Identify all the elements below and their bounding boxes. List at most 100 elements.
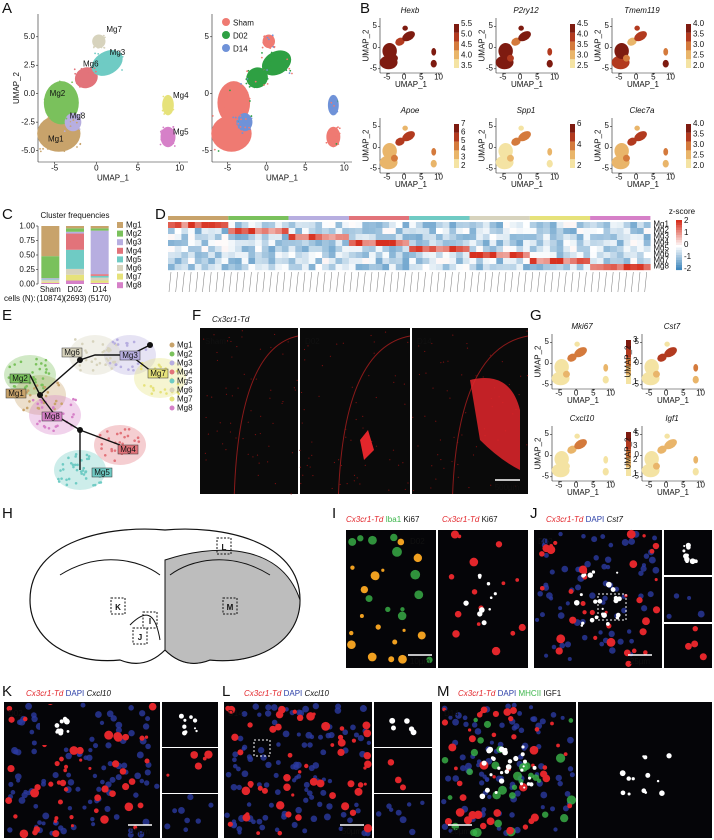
heat-cell [570, 222, 577, 229]
heat-cell [322, 240, 329, 247]
signal [375, 445, 378, 447]
colorbar-tick: 2 [461, 161, 466, 170]
gene-label-stub [463, 271, 467, 293]
nucleus [87, 799, 93, 805]
heat-cell [590, 234, 597, 241]
signal [449, 397, 451, 399]
heat-cell [630, 258, 638, 265]
nucleus [291, 821, 298, 828]
cell-cloud [402, 25, 408, 31]
heat-cell [482, 252, 490, 259]
heat-cell [221, 246, 229, 253]
gene-label-stub [342, 271, 346, 293]
heat-cell [543, 222, 551, 229]
cell-dot [61, 463, 65, 466]
heat-cell [436, 228, 443, 235]
heat-cell [194, 246, 202, 253]
lesion-area [164, 549, 301, 664]
cell-dot [119, 431, 123, 435]
cell-red [261, 787, 268, 794]
heat-cell [442, 222, 450, 229]
cell-dot [230, 90, 233, 93]
heat-cell [281, 264, 289, 271]
x-tick-label: 10 [340, 164, 349, 173]
signal-white [183, 730, 188, 734]
nucleus [230, 783, 238, 791]
heat-cell [348, 234, 356, 241]
cell-red [476, 622, 481, 626]
signal-white [195, 729, 198, 733]
y-tick-label: -5.0 [21, 146, 35, 155]
heat-cell [415, 258, 423, 265]
cell-dot [164, 106, 166, 109]
micrograph [374, 794, 432, 838]
cell-red [227, 821, 233, 827]
cell-red [454, 766, 458, 771]
colorbar-step [626, 440, 631, 450]
cell-dot [172, 126, 175, 128]
signal-white [591, 570, 596, 574]
cell-red [534, 727, 540, 732]
stain-name: Cx3cr1-Td [244, 689, 282, 698]
signal [205, 459, 207, 461]
cell-dot [42, 147, 44, 150]
cell-dot [119, 365, 123, 369]
heat-cell [603, 252, 611, 259]
cell-red [148, 702, 157, 711]
cell-cloud [567, 445, 577, 454]
cell-dot [66, 104, 68, 107]
cell-dot [93, 483, 97, 487]
signal [359, 483, 361, 485]
cell-dot [267, 38, 270, 41]
cell-cloud [693, 364, 699, 372]
heat-cell [563, 228, 571, 235]
nucleus [247, 756, 254, 763]
nucleus [481, 807, 487, 813]
signal-white [408, 726, 415, 732]
signal-white [627, 792, 631, 796]
nucleus [478, 771, 485, 777]
heat-cell [389, 234, 396, 241]
signal [404, 488, 406, 491]
cell-cloud [395, 137, 405, 146]
cell-dot [47, 148, 49, 150]
heat-cell [469, 228, 477, 235]
colorbar-step [454, 124, 459, 133]
signal-white [499, 770, 504, 775]
cell-dot [54, 399, 58, 403]
heat-cell [362, 246, 370, 253]
cell-red [582, 610, 587, 615]
cell-dot [211, 115, 214, 117]
cell-dot [279, 52, 282, 55]
cell-dot [74, 72, 77, 75]
legend-swatch [169, 351, 175, 357]
cell-red [413, 553, 423, 563]
heat-cell [449, 228, 457, 235]
y-tick-label: 5 [373, 121, 378, 130]
gene-name: Hexb [401, 6, 420, 15]
heat-cell [556, 258, 564, 265]
heat-cell [389, 264, 396, 271]
heat-cell [590, 246, 597, 253]
heat-cell [355, 234, 363, 241]
cell-red [629, 560, 638, 568]
micrograph [4, 702, 160, 838]
cell-dot [248, 120, 251, 123]
cell-dot [330, 132, 333, 134]
x-tick-label: Sham [40, 285, 61, 294]
signal [355, 418, 357, 421]
day-label: D14 [228, 709, 243, 718]
cell-dot [160, 132, 163, 134]
heat-cell [362, 240, 370, 247]
cell-dot [223, 111, 226, 114]
cell-green [494, 819, 502, 828]
heat-cell [194, 240, 202, 247]
nucleus [296, 732, 301, 737]
y-tick-label: 0 [545, 450, 550, 459]
cell-cloud [644, 358, 659, 376]
heat-cell [536, 222, 544, 229]
cell-dot [264, 37, 267, 40]
colorbar-step [454, 141, 459, 151]
signal [461, 434, 463, 436]
heat-cell [168, 252, 175, 259]
